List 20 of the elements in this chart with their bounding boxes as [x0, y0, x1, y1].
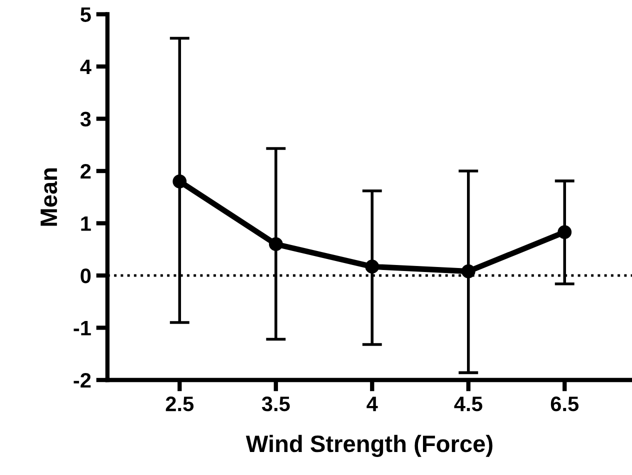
y-axis-title: Mean: [40, 168, 58, 226]
y-tick-label: 3: [80, 112, 91, 127]
x-tick-label: 4.5: [454, 396, 482, 412]
y-tick-label: -2: [74, 373, 91, 388]
point: [268, 237, 283, 252]
x-tick-label: 6.5: [550, 396, 579, 412]
y-tick-label: 2: [80, 164, 91, 179]
x-tick-label: 3.5: [262, 396, 290, 412]
x-tick-label: 4: [366, 396, 378, 412]
y-tick-label: -1: [74, 320, 91, 336]
y-tick-label: 1: [81, 216, 91, 231]
x-axis-title: Wind Strength (Force): [246, 434, 492, 457]
y-tick-label: 0: [80, 268, 91, 284]
y-tick-label: 4: [80, 60, 92, 74]
point: [172, 174, 187, 188]
x-tick-label: 2.5: [166, 396, 194, 412]
y-tick-label: 5: [80, 7, 91, 22]
point: [461, 264, 476, 278]
point: [365, 260, 380, 274]
point: [558, 225, 572, 240]
